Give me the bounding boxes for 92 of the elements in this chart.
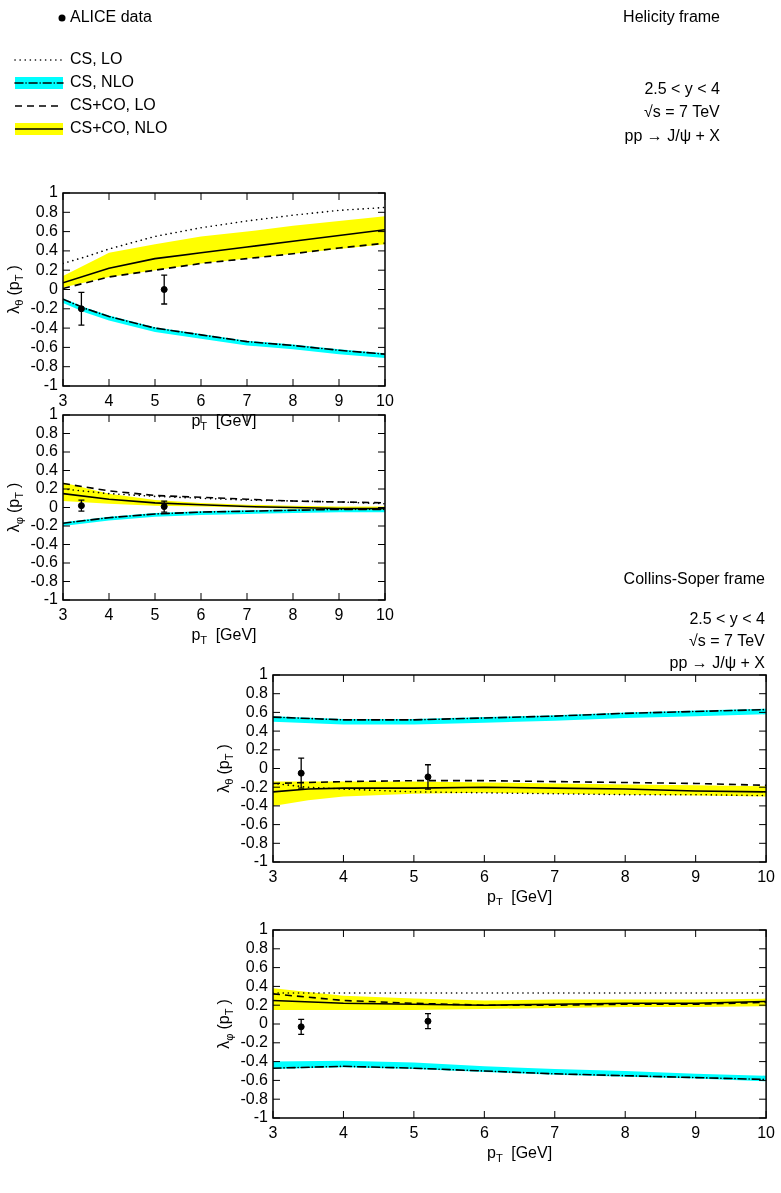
x-tick-label: 6 [196,606,206,624]
y-tick-label: 0 [259,1014,269,1032]
x-tick-label: 8 [620,868,630,886]
y-tick-label: -0.6 [240,815,269,833]
y-tick-label: -0.2 [240,1033,269,1051]
legend-label: ALICE data [70,8,152,26]
x-tick-label: 7 [550,1124,560,1142]
y-tick-label: 1 [49,183,59,201]
x-tick-label: 8 [620,1124,630,1142]
y-tick-label: 0.2 [35,260,59,278]
y-tick-label: 0.2 [35,479,59,497]
text: Collins-Soper frame [623,570,766,588]
legend-label: CS, NLO [70,73,135,91]
y-tick-label: 0.2 [245,740,269,758]
y-tick-label: -1 [43,590,59,608]
x-tick-label: 9 [691,1124,701,1142]
y-tick-label: 1 [259,665,269,683]
y-tick-label: -1 [253,852,269,870]
y-axis-title: λθ(pT) [215,744,235,793]
y-tick-label: 0.8 [245,939,269,957]
x-tick-label: 10 [757,1124,776,1142]
y-tick-label: 0 [259,758,269,776]
text: 2.5 < y < 4 [689,610,766,628]
x-tick-label: 4 [338,868,348,886]
y-tick-label: -0.6 [30,553,59,571]
y-tick-label: -0.8 [240,833,269,851]
y-tick-label: 0.8 [35,202,59,220]
x-tick-label: 4 [104,392,114,410]
x-tick-label: 5 [150,392,160,410]
y-tick-label: 0.8 [245,684,269,702]
x-tick-label: 7 [550,868,560,886]
y-tick-label: 0.6 [35,442,59,460]
text: 2.5 < y < 4 [644,80,721,98]
x-tick-label: 6 [479,868,489,886]
legend-label: CS, LO [70,50,123,68]
y-tick-label: -0.2 [240,777,269,795]
y-tick-label: -0.4 [30,318,59,336]
x-tick-label: 5 [409,868,419,886]
x-tick-label: 8 [288,606,298,624]
y-tick-label: -0.2 [30,299,59,317]
x-tick-label: 10 [376,392,394,410]
y-tick-label: -0.2 [30,516,59,534]
x-tick-label: 10 [757,868,776,886]
x-tick-label: 3 [58,392,68,410]
y-tick-label: 0.6 [245,702,269,720]
x-tick-label: 9 [691,868,701,886]
x-tick-label: 9 [334,606,344,624]
y-tick-label: -0.8 [30,357,59,375]
y-axis-title: λθ(pT) [5,265,25,314]
y-tick-label: 0.4 [245,721,269,739]
y-tick-label: -0.4 [240,796,269,814]
y-tick-label: 0 [49,279,59,297]
y-tick-label: -1 [43,376,59,394]
y-axis-title: λφ(pT) [215,999,235,1049]
y-tick-label: -0.4 [240,1052,269,1070]
legend-label: CS+CO, LO [70,96,156,114]
y-tick-label: -0.8 [30,571,59,589]
text: √s = 7 TeV [689,632,766,650]
y-tick-label: 1 [49,405,59,423]
y-tick-label: 0.4 [35,241,59,259]
x-tick-label: 10 [376,606,394,624]
y-tick-label: -0.4 [30,534,59,552]
y-tick-label: 0.2 [245,995,269,1013]
x-tick-label: 7 [242,392,252,410]
y-tick-label: -0.6 [240,1070,269,1088]
x-tick-label: 4 [338,1124,348,1142]
y-tick-label: 1 [259,920,269,938]
y-tick-label: -0.8 [240,1089,269,1107]
x-tick-label: 6 [196,392,206,410]
text: Helicity frame [623,8,721,26]
text: pp → J/ψ + X [669,654,766,672]
text: √s = 7 TeV [644,103,721,121]
x-tick-label: 3 [58,606,68,624]
y-tick-label: 0.4 [245,976,269,994]
x-tick-label: 5 [150,606,160,624]
y-tick-label: 0.4 [35,460,59,478]
x-tick-label: 9 [334,392,344,410]
y-tick-label: 0.6 [35,222,59,240]
y-tick-label: 0.6 [245,958,269,976]
y-tick-label: 0.8 [35,423,59,441]
y-tick-label: 0 [49,497,59,515]
x-tick-label: 7 [242,606,252,624]
x-tick-label: 3 [268,868,278,886]
y-tick-label: -0.6 [30,337,59,355]
text: pp → J/ψ + X [624,127,721,145]
x-tick-label: 4 [104,606,114,624]
x-tick-label: 8 [288,392,298,410]
x-tick-label: 5 [409,1124,419,1142]
x-tick-label: 3 [268,1124,278,1142]
legend-label: CS+CO, NLO [70,119,168,137]
x-tick-label: 6 [479,1124,489,1142]
y-tick-label: -1 [253,1108,269,1126]
